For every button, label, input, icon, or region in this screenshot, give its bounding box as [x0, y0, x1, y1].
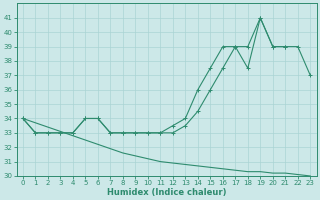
X-axis label: Humidex (Indice chaleur): Humidex (Indice chaleur): [107, 188, 226, 197]
